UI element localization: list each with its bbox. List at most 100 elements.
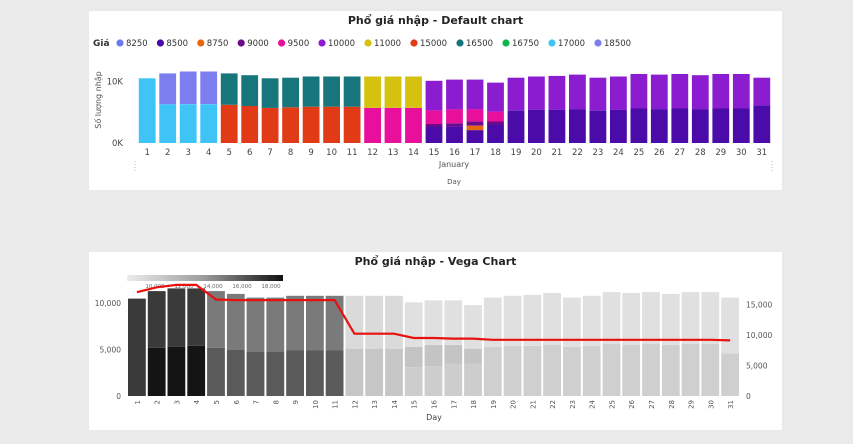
- default-chart-card: Phổ giá nhập - Default chart Giá 8250 850…: [89, 11, 782, 190]
- vega-x-tick-label-28: 28: [668, 400, 676, 409]
- legend-swatch-9500: [278, 39, 286, 47]
- bar-day-27-seg-1: [671, 74, 689, 109]
- bar-day-8-seg-0: [282, 107, 299, 143]
- vega-chart-card: Phổ giá nhập - Vega Chart 10,000 12,000 14…: [89, 252, 782, 430]
- vega-x-tick-label-29: 29: [688, 400, 696, 409]
- vega-bar-day-2-seg-0: [147, 347, 166, 396]
- bar-day-27-seg-0: [671, 108, 689, 143]
- vega-x-tick-label-14: 14: [391, 399, 399, 408]
- vega-x-tick-label-25: 25: [609, 400, 617, 409]
- vega-left-tick-5,000: 5,000: [100, 346, 122, 355]
- vega-bar-day-4-seg-0: [187, 345, 206, 396]
- vega-bar-day-6-seg-0: [226, 349, 245, 396]
- bar-day-9-seg-0: [302, 106, 320, 143]
- x-tick-label-24: 24: [613, 148, 624, 158]
- vega-bar-day-16-seg-2: [424, 300, 443, 345]
- vega-x-tick-label-16: 16: [431, 399, 439, 408]
- bar-day-12-seg-1: [364, 76, 381, 108]
- vega-x-tick-label-21: 21: [529, 400, 537, 409]
- vega-bar-day-14-seg-1: [385, 295, 403, 349]
- vega-bar-day-17-seg-1: [444, 345, 463, 364]
- x-tick-label-27: 27: [674, 148, 685, 158]
- bar-day-24-seg-0: [610, 109, 627, 143]
- vega-x-tick-label-17: 17: [450, 400, 458, 409]
- bar-day-18-seg-0: [487, 124, 504, 143]
- month-label: January: [438, 160, 470, 169]
- legend-label-8750: 8750: [207, 39, 229, 49]
- legend-swatch-11000: [364, 39, 372, 47]
- legend-swatch-15000: [410, 39, 418, 47]
- bar-day-15-seg-0: [425, 127, 443, 143]
- bar-day-18-seg-2: [487, 111, 504, 122]
- vega-bar-day-8-seg-0: [266, 351, 285, 396]
- bar-day-13-seg-1: [384, 76, 402, 108]
- bar-day-26-seg-1: [650, 74, 668, 110]
- vega-bar-day-28-seg-1: [661, 293, 680, 345]
- vega-x-axis-label: Day: [426, 413, 442, 422]
- x-tick-label-15: 15: [429, 148, 440, 158]
- x-tick-label-11: 11: [347, 148, 358, 158]
- bar-day-6-seg-1: [241, 75, 259, 106]
- x-tick-label-28: 28: [695, 148, 706, 158]
- legend-label-9000: 9000: [247, 39, 269, 49]
- vega-bar-day-25-seg-0: [602, 344, 621, 396]
- bar-day-2-seg-1: [159, 73, 177, 105]
- vega-bar-day-3-seg-1: [167, 288, 186, 347]
- vega-bar-day-21-seg-1: [523, 294, 542, 346]
- bar-day-31-seg-0: [753, 105, 771, 143]
- bar-day-19-seg-0: [507, 110, 525, 143]
- bar-day-3-seg-1: [179, 71, 197, 105]
- bar-day-18-seg-3: [487, 82, 504, 112]
- vega-x-tick-label-10: 10: [312, 400, 320, 409]
- bar-day-22-seg-1: [569, 74, 586, 110]
- vega-bar-day-9-seg-1: [286, 295, 304, 351]
- bar-day-8-seg-1: [282, 77, 299, 108]
- vega-bar-day-14-seg-0: [385, 348, 403, 396]
- bar-day-7-seg-1: [261, 78, 279, 108]
- vega-bar-day-30-seg-1: [701, 292, 720, 345]
- vega-bar-day-20-seg-1: [503, 295, 522, 346]
- x-tick-label-20: 20: [531, 148, 542, 158]
- x-tick-label-19: 19: [511, 148, 522, 158]
- x-tick-label-3: 3: [185, 148, 190, 158]
- bar-day-17-seg-4: [466, 79, 484, 110]
- bar-day-30-seg-1: [732, 74, 750, 109]
- bar-day-30-seg-0: [732, 108, 750, 143]
- vega-bar-day-1-seg-0: [128, 298, 146, 396]
- vega-bar-day-31-seg-1: [721, 297, 739, 354]
- x-tick-label-6: 6: [247, 148, 252, 158]
- vega-x-tick-label-4: 4: [193, 399, 201, 404]
- vega-bar-day-17-seg-0: [444, 363, 463, 396]
- bar-day-16-seg-0: [446, 126, 463, 143]
- bar-day-17-seg-0: [466, 130, 484, 143]
- vega-bar-day-5-seg-1: [207, 291, 225, 348]
- bar-day-24-seg-1: [610, 76, 627, 110]
- vega-x-tick-label-1: 1: [134, 400, 142, 404]
- vega-bar-day-22-seg-0: [543, 345, 561, 396]
- vega-left-tick-10,000: 10,000: [95, 299, 121, 308]
- vega-bar-day-7-seg-0: [246, 351, 265, 396]
- vega-bar-day-4-seg-1: [187, 288, 206, 346]
- legend-label-15000: 15000: [420, 39, 447, 49]
- legend-swatch-8500: [156, 39, 164, 47]
- default-chart-svg[interactable]: Giá 8250 8500 8750 9000 9500 10000 11000 15000 1…: [89, 11, 782, 190]
- bar-day-17-seg-1: [466, 125, 484, 131]
- vega-bar-day-31-seg-0: [721, 353, 739, 396]
- vega-bar-day-15-seg-0: [404, 367, 423, 396]
- vega-x-tick-label-6: 6: [233, 399, 241, 404]
- vega-right-tick-10,000: 10,000: [746, 331, 772, 340]
- bar-day-25-seg-1: [630, 74, 648, 109]
- x-tick-label-7: 7: [267, 148, 272, 158]
- legend-swatch-18500: [594, 39, 602, 47]
- legend-swatch-16750: [502, 39, 510, 47]
- vega-bar-day-23-seg-1: [563, 297, 581, 347]
- default-chart-bars: [138, 71, 771, 143]
- vega-x-tick-label-19: 19: [490, 400, 498, 409]
- vega-bar-day-28-seg-0: [661, 345, 680, 396]
- gradient-tick-12,000: 12,000: [174, 284, 194, 290]
- vega-bar-day-16-seg-0: [424, 366, 443, 396]
- legend-swatch-10000: [318, 39, 326, 47]
- vega-bar-day-30-seg-0: [701, 344, 720, 396]
- bar-day-28-seg-1: [691, 75, 709, 110]
